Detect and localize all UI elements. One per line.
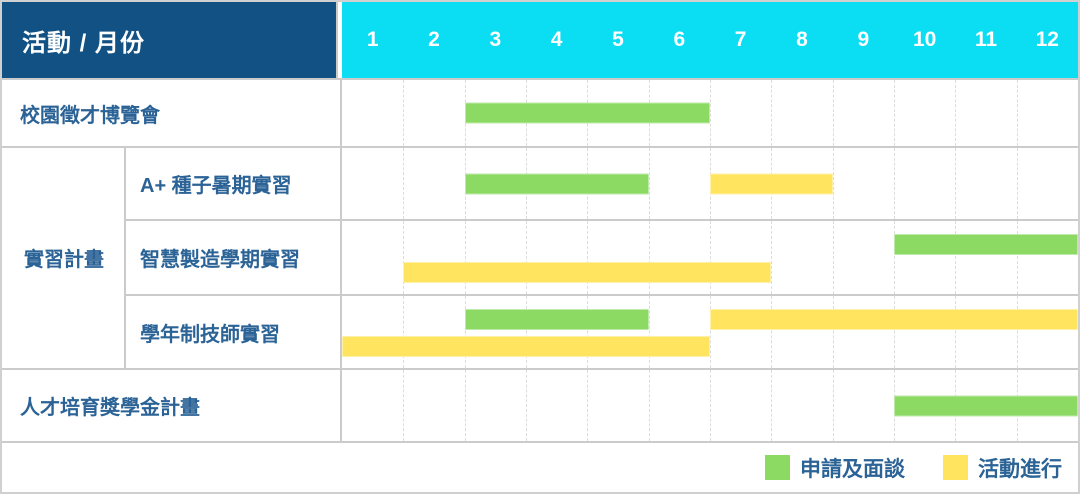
month-gridline: [587, 296, 589, 368]
month-gridline: [771, 80, 773, 146]
row-label: 人才培育獎學金計畫: [2, 368, 342, 441]
month-gridline: [955, 80, 957, 146]
legend-item-apply: 申請及面談: [765, 453, 905, 483]
month-header-cell-2: 2: [428, 28, 440, 51]
group-column-spacer: [2, 294, 126, 368]
month-header-cell-10: 10: [912, 28, 937, 51]
legend-label: 活動進行: [978, 457, 1062, 481]
month-gridline: [771, 221, 773, 294]
month-gridline: [648, 148, 650, 219]
row-chart-area: [342, 146, 1078, 219]
month-header-cell-12: 12: [1035, 28, 1059, 51]
row-chart-area: [342, 219, 1078, 294]
row-chart-area: [342, 294, 1078, 368]
month-gridline: [955, 221, 957, 294]
month-gridline: [464, 221, 466, 294]
month-header-cell-5: 5: [612, 28, 624, 51]
month-gridline: [894, 221, 895, 294]
month-gridline: [1016, 221, 1018, 294]
month-gridline: [710, 221, 711, 294]
month-gridline: [587, 370, 589, 441]
month-gridline: [403, 221, 405, 294]
gantt-bar-apply: [894, 395, 1078, 416]
month-header: 1 2 3 4 5 6 7 8 9 10 11 12: [342, 2, 1078, 78]
legend-item-active: 活動進行: [943, 453, 1062, 483]
gantt-bar-apply: [464, 173, 649, 194]
legend: 申請及面談 活動進行: [2, 441, 1078, 492]
gantt-body: 校園徵才博覽會 A+ 種子暑期實習 智慧製造學期實習 學年制技師實習 人才培育獎學金計畫…: [2, 80, 1078, 441]
month-gridline: [1016, 148, 1018, 219]
gantt-bar-apply: [464, 102, 710, 124]
month-gridline: [648, 370, 650, 441]
legend-label: 申請及面談: [800, 457, 905, 481]
month-gridline: [710, 80, 711, 146]
month-header-cell-4: 4: [550, 28, 563, 51]
month-gridline: [403, 80, 405, 146]
month-gridline: [648, 296, 650, 368]
row-label: 校園徵才博覽會: [2, 80, 342, 146]
month-gridline: [1016, 80, 1018, 146]
month-header-cell-6: 6: [673, 28, 686, 51]
month-header-cell-7: 7: [734, 28, 747, 51]
month-gridline: [771, 296, 773, 368]
month-header-cell-9: 9: [857, 28, 870, 51]
month-gridline: [955, 296, 957, 368]
table-row: 人才培育獎學金計畫: [2, 368, 1078, 441]
month-gridline: [403, 370, 405, 441]
month-gridline: [710, 296, 711, 368]
month-gridline: [894, 148, 895, 219]
month-gridline: [403, 296, 405, 368]
month-header-cell-1: 1: [366, 28, 379, 51]
month-gridline: [526, 370, 527, 441]
group-column-spacer: [2, 146, 126, 219]
row-chart-area: [342, 368, 1078, 441]
gantt-bar-active: [342, 336, 710, 357]
header-row: 活動 / 月份 1 2 3 4 5 6 7 8 9 10 11 12: [2, 2, 1078, 80]
month-gridline: [526, 296, 527, 368]
month-gridline: [771, 370, 773, 441]
month-gridline: [894, 296, 895, 368]
month-gridline: [464, 370, 466, 441]
month-gridline: [710, 370, 711, 441]
row-label: A+ 種子暑期實習: [126, 146, 342, 219]
month-gridline: [1016, 296, 1018, 368]
month-gridline: [894, 80, 895, 146]
table-row: A+ 種子暑期實習: [2, 146, 1078, 219]
month-gridline: [832, 370, 834, 441]
month-gridline: [832, 148, 834, 219]
row-chart-area: [342, 80, 1078, 146]
gantt-bar-active: [710, 309, 1078, 330]
row-label: 智慧製造學期實習: [126, 219, 342, 294]
corner-header: 活動 / 月份: [2, 2, 338, 78]
table-row: 智慧製造學期實習: [2, 219, 1078, 294]
month-header-cell-3: 3: [489, 28, 502, 51]
month-gridline: [832, 221, 834, 294]
month-gridline: [526, 221, 527, 294]
month-header-cell-8: 8: [796, 28, 808, 51]
legend-swatch-active-icon: [943, 455, 968, 480]
legend-swatch-apply-icon: [765, 455, 790, 480]
table-row: 校園徵才博覽會: [2, 80, 1078, 146]
month-gridline: [403, 148, 405, 219]
month-gridline: [648, 221, 650, 294]
month-gridline: [832, 80, 834, 146]
month-gridline: [464, 296, 466, 368]
month-gridline: [832, 296, 834, 368]
table-row: 學年制技師實習: [2, 294, 1078, 368]
row-label: 學年制技師實習: [126, 294, 342, 368]
month-header-cell-11: 11: [974, 28, 998, 51]
gantt-bar-active: [403, 262, 772, 283]
month-gridline: [955, 148, 957, 219]
month-gridline: [587, 221, 589, 294]
group-column-spacer: [2, 219, 126, 294]
gantt-bar-apply: [464, 309, 649, 330]
gantt-bar-apply: [894, 234, 1078, 255]
gantt-bar-active: [710, 173, 833, 194]
